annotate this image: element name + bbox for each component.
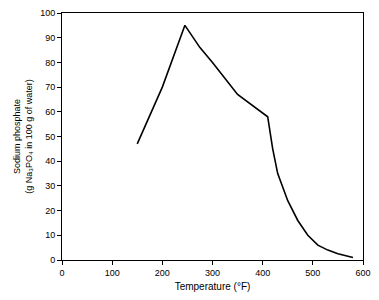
svg-text:200: 200 [155,268,170,278]
svg-text:100: 100 [40,8,55,18]
svg-text:20: 20 [45,206,55,216]
svg-text:60: 60 [45,107,55,117]
svg-text:0: 0 [50,255,55,265]
svg-text:10: 10 [45,230,55,240]
svg-text:90: 90 [45,33,55,43]
svg-text:30: 30 [45,181,55,191]
svg-text:Temperature (°F): Temperature (°F) [175,281,251,292]
svg-text:400: 400 [255,268,270,278]
svg-text:40: 40 [45,156,55,166]
svg-text:Sodium phosphate(g Na₃PO₄ in 1: Sodium phosphate(g Na₃PO₄ in 100 g of wa… [12,79,34,193]
svg-text:70: 70 [45,82,55,92]
svg-text:0: 0 [59,268,64,278]
svg-text:100: 100 [105,268,120,278]
svg-text:500: 500 [305,268,320,278]
svg-text:300: 300 [205,268,220,278]
svg-text:80: 80 [45,58,55,68]
svg-text:600: 600 [355,268,370,278]
svg-text:50: 50 [45,132,55,142]
